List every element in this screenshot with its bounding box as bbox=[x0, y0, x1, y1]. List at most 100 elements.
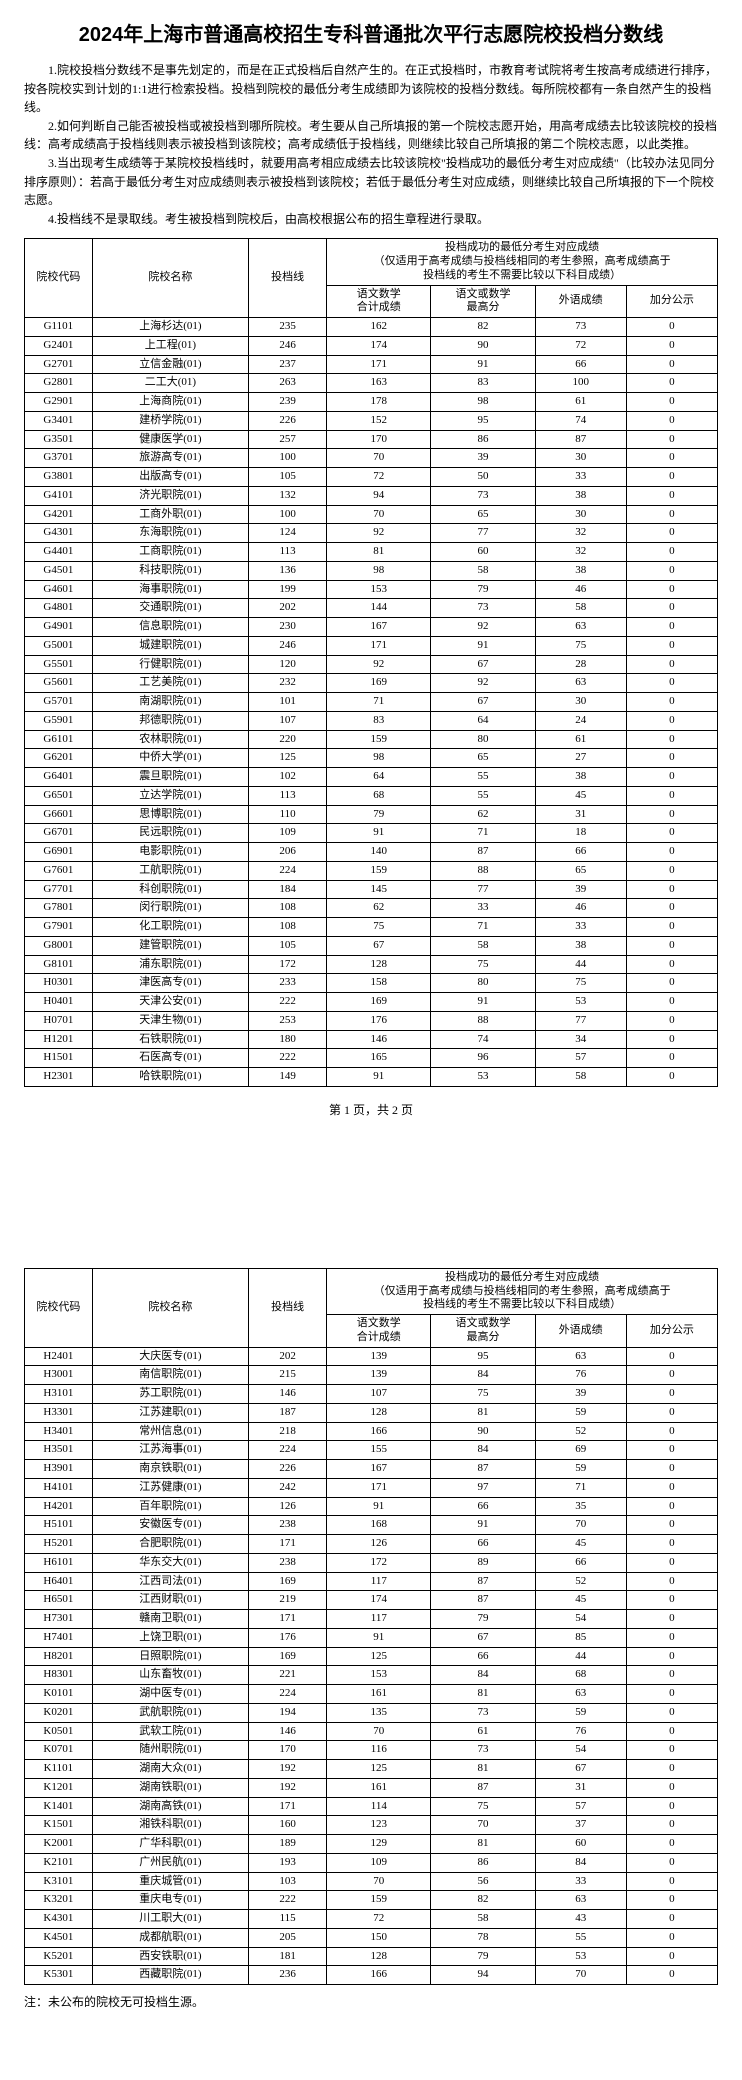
cell: 思博职院(01) bbox=[92, 805, 248, 824]
cell: 科创职院(01) bbox=[92, 880, 248, 899]
cell: 55 bbox=[431, 786, 535, 805]
cell: G5901 bbox=[25, 711, 93, 730]
table-row: H8301山东畜牧(01)22115384680 bbox=[25, 1666, 718, 1685]
table-row: H5101安徽医专(01)23816891700 bbox=[25, 1516, 718, 1535]
cell: 224 bbox=[249, 861, 327, 880]
cell: 57 bbox=[535, 1797, 626, 1816]
table-row: G4201工商外职(01)1007065300 bbox=[25, 505, 718, 524]
cell: 159 bbox=[327, 1891, 431, 1910]
cell: 116 bbox=[327, 1741, 431, 1760]
cell: G5501 bbox=[25, 655, 93, 674]
cell: 80 bbox=[431, 730, 535, 749]
cell: 59 bbox=[535, 1703, 626, 1722]
table-row: K0201武航职院(01)19413573590 bbox=[25, 1703, 718, 1722]
cell: 100 bbox=[249, 505, 327, 524]
cell: 0 bbox=[626, 993, 717, 1012]
cell: 46 bbox=[535, 899, 626, 918]
th-chn: 语文数学 合计成绩 bbox=[327, 285, 431, 318]
cell: H3401 bbox=[25, 1422, 93, 1441]
cell: 0 bbox=[626, 543, 717, 562]
cell: 0 bbox=[626, 899, 717, 918]
cell: 78 bbox=[431, 1928, 535, 1947]
cell: 161 bbox=[327, 1778, 431, 1797]
cell: K3101 bbox=[25, 1872, 93, 1891]
cell: 建桥学院(01) bbox=[92, 411, 248, 430]
cell: 湖南铁职(01) bbox=[92, 1778, 248, 1797]
cell: 79 bbox=[431, 580, 535, 599]
cell: 76 bbox=[535, 1366, 626, 1385]
cell: 66 bbox=[535, 355, 626, 374]
cell: 24 bbox=[535, 711, 626, 730]
cell: 31 bbox=[535, 805, 626, 824]
cell: 55 bbox=[535, 1928, 626, 1947]
cell: 233 bbox=[249, 974, 327, 993]
cell: H6101 bbox=[25, 1553, 93, 1572]
cell: 167 bbox=[327, 618, 431, 637]
cell: 126 bbox=[327, 1535, 431, 1554]
cell: 45 bbox=[535, 1591, 626, 1610]
cell: 常州信息(01) bbox=[92, 1422, 248, 1441]
cell: 150 bbox=[327, 1928, 431, 1947]
cell: 68 bbox=[327, 786, 431, 805]
cell: 80 bbox=[431, 974, 535, 993]
cell: K5201 bbox=[25, 1947, 93, 1966]
cell: 158 bbox=[327, 974, 431, 993]
cell: H4201 bbox=[25, 1497, 93, 1516]
cell: 湖南高铁(01) bbox=[92, 1797, 248, 1816]
cell: 87 bbox=[535, 430, 626, 449]
cell: 146 bbox=[249, 1385, 327, 1404]
score-table-1: 院校代码 院校名称 投档线 投档成功的最低分考生对应成绩 （仅适用于高考成绩与投… bbox=[24, 238, 718, 1087]
table-row: H6401江西司法(01)16911787520 bbox=[25, 1572, 718, 1591]
cell: 0 bbox=[626, 468, 717, 487]
cell: 32 bbox=[535, 524, 626, 543]
cell: 237 bbox=[249, 355, 327, 374]
cell: 153 bbox=[327, 1666, 431, 1685]
cell: 57 bbox=[535, 1049, 626, 1068]
table-row: H7401上饶卫职(01)1769167850 bbox=[25, 1628, 718, 1647]
cell: 72 bbox=[535, 336, 626, 355]
th-code: 院校代码 bbox=[25, 239, 93, 318]
cell: 163 bbox=[327, 374, 431, 393]
cell: 77 bbox=[535, 1011, 626, 1030]
cell: 石医高专(01) bbox=[92, 1049, 248, 1068]
cell: 63 bbox=[535, 1685, 626, 1704]
cell: 166 bbox=[327, 1422, 431, 1441]
cell: 108 bbox=[249, 918, 327, 937]
table-row: G5901邦德职院(01)1078364240 bbox=[25, 711, 718, 730]
cell: 52 bbox=[535, 1572, 626, 1591]
cell: 0 bbox=[626, 1366, 717, 1385]
cell: 交通职院(01) bbox=[92, 599, 248, 618]
table-row: G6201中侨大学(01)1259865270 bbox=[25, 749, 718, 768]
cell: 72 bbox=[327, 1910, 431, 1929]
cell: 153 bbox=[327, 580, 431, 599]
cell: G2701 bbox=[25, 355, 93, 374]
table-row: G6101农林职院(01)22015980610 bbox=[25, 730, 718, 749]
cell: G4901 bbox=[25, 618, 93, 637]
cell: 169 bbox=[327, 674, 431, 693]
cell: 160 bbox=[249, 1816, 327, 1835]
cell: 144 bbox=[327, 599, 431, 618]
cell: 震旦职院(01) bbox=[92, 768, 248, 787]
table-row: G7901化工职院(01)1087571330 bbox=[25, 918, 718, 937]
table-row: G6401震旦职院(01)1026455380 bbox=[25, 768, 718, 787]
cell: 92 bbox=[431, 618, 535, 637]
cell: 60 bbox=[431, 543, 535, 562]
cell: 67 bbox=[431, 655, 535, 674]
cell: 38 bbox=[535, 486, 626, 505]
table-row: G8101浦东职院(01)17212875440 bbox=[25, 955, 718, 974]
cell: 54 bbox=[535, 1610, 626, 1629]
cell: K2101 bbox=[25, 1853, 93, 1872]
cell: 65 bbox=[431, 749, 535, 768]
cell: 津医高专(01) bbox=[92, 974, 248, 993]
cell: 上饶卫职(01) bbox=[92, 1628, 248, 1647]
cell: K1501 bbox=[25, 1816, 93, 1835]
cell: 77 bbox=[431, 524, 535, 543]
cell: G5001 bbox=[25, 636, 93, 655]
cell: 172 bbox=[249, 955, 327, 974]
cell: 95 bbox=[431, 411, 535, 430]
cell: 66 bbox=[431, 1497, 535, 1516]
cell: 75 bbox=[535, 636, 626, 655]
cell: 174 bbox=[327, 1591, 431, 1610]
cell: 33 bbox=[535, 918, 626, 937]
cell: 0 bbox=[626, 1891, 717, 1910]
